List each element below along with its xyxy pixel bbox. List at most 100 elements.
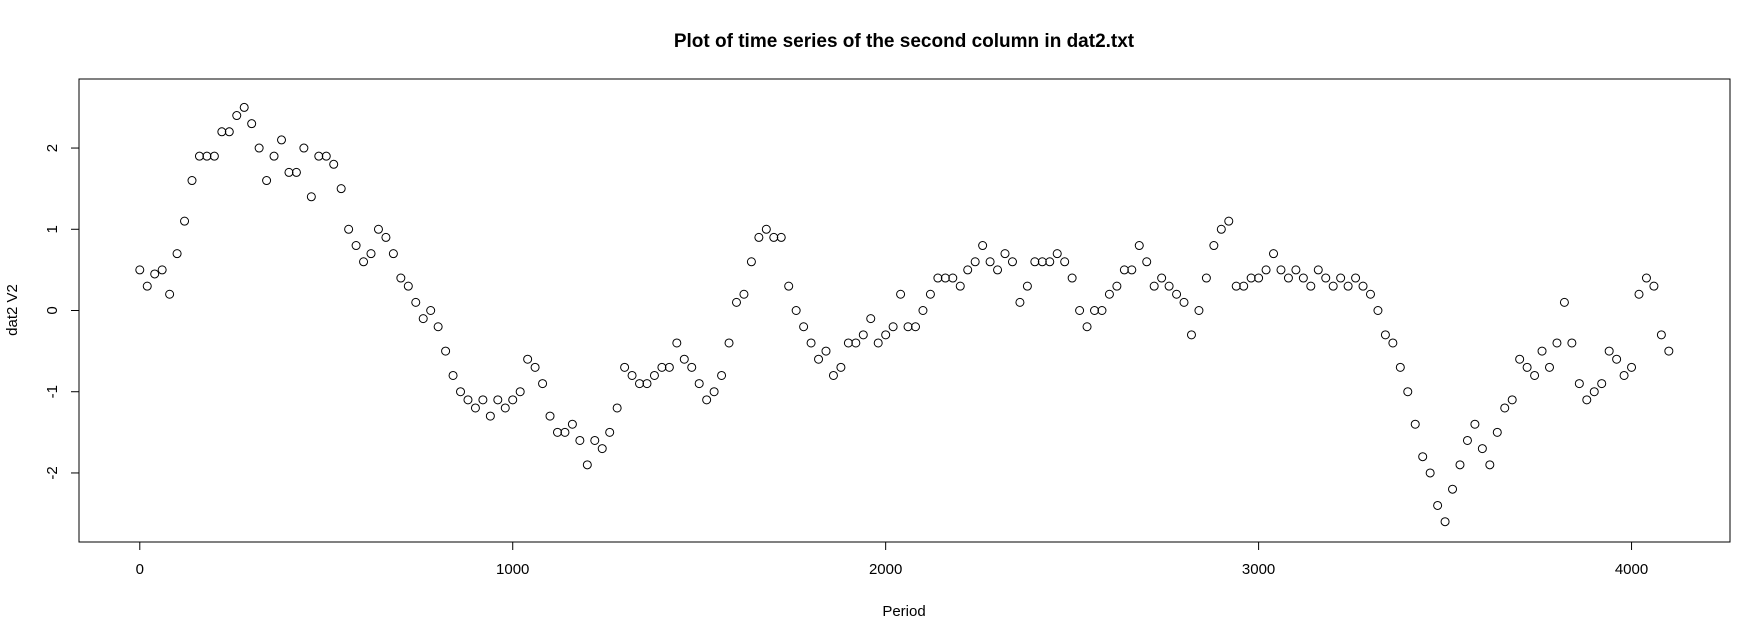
- point: [1313, 265, 1323, 275]
- point: [411, 297, 421, 307]
- point: [470, 403, 480, 413]
- point: [672, 338, 682, 348]
- point: [187, 176, 197, 186]
- point: [1037, 257, 1047, 267]
- point: [1567, 338, 1577, 348]
- point: [418, 314, 428, 324]
- point: [1373, 306, 1383, 315]
- point: [299, 143, 309, 153]
- point: [1097, 306, 1107, 315]
- point: [366, 249, 376, 259]
- point: [135, 265, 145, 275]
- point: [1656, 330, 1666, 340]
- point: [836, 362, 846, 372]
- point: [955, 281, 965, 291]
- point: [1440, 517, 1450, 527]
- point: [948, 273, 958, 283]
- point: [1239, 281, 1249, 291]
- point: [627, 370, 637, 380]
- point: [1358, 281, 1368, 291]
- point: [1201, 273, 1211, 283]
- point: [925, 289, 935, 299]
- point: [1149, 281, 1159, 291]
- point: [142, 281, 152, 291]
- point: [567, 419, 577, 429]
- point: [1470, 419, 1480, 429]
- point: [612, 403, 622, 413]
- point: [590, 435, 600, 445]
- point: [866, 314, 876, 324]
- point: [814, 354, 824, 364]
- point: [1104, 289, 1114, 299]
- point: [881, 330, 891, 340]
- point: [746, 257, 756, 267]
- point: [1448, 484, 1458, 494]
- point: [896, 289, 906, 299]
- point: [247, 119, 257, 129]
- point: [1179, 297, 1189, 307]
- point: [224, 127, 234, 137]
- point: [1574, 379, 1584, 389]
- point: [1552, 338, 1562, 348]
- point: [776, 232, 786, 242]
- point: [1172, 289, 1182, 299]
- y-tick-label: 2: [44, 144, 61, 152]
- point: [1395, 362, 1405, 372]
- point: [687, 362, 697, 372]
- point: [538, 379, 548, 389]
- point: [396, 273, 406, 283]
- point: [1328, 281, 1338, 291]
- point: [150, 269, 160, 279]
- point: [1507, 395, 1517, 405]
- point: [456, 387, 466, 397]
- point: [1112, 281, 1122, 291]
- point: [306, 192, 316, 202]
- x-axis-label: Period: [882, 603, 925, 620]
- point: [1641, 273, 1651, 283]
- point: [172, 249, 182, 259]
- point: [731, 297, 741, 307]
- point: [1612, 354, 1622, 364]
- point: [1209, 241, 1219, 251]
- point: [552, 427, 562, 437]
- point: [1254, 273, 1264, 283]
- point: [1007, 257, 1017, 267]
- point: [336, 184, 346, 194]
- point: [985, 257, 995, 267]
- point: [1090, 306, 1100, 315]
- point: [754, 232, 764, 242]
- point: [329, 159, 339, 169]
- point: [993, 265, 1003, 275]
- point: [1082, 322, 1092, 332]
- y-tick-label: -1: [44, 385, 61, 398]
- point: [1119, 265, 1129, 275]
- point: [851, 338, 861, 348]
- point: [717, 370, 727, 380]
- x-tick-label: 2000: [869, 561, 902, 578]
- point: [373, 224, 383, 234]
- point: [1537, 346, 1547, 356]
- point: [1433, 500, 1443, 510]
- point: [597, 444, 607, 454]
- point: [426, 306, 436, 315]
- point: [232, 111, 242, 121]
- point: [1321, 273, 1331, 283]
- point: [1127, 265, 1137, 275]
- point: [493, 395, 503, 405]
- point: [1530, 370, 1540, 380]
- point: [1134, 241, 1144, 251]
- point: [1619, 370, 1629, 380]
- point: [806, 338, 816, 348]
- point: [1418, 452, 1428, 462]
- point: [791, 306, 801, 315]
- point: [978, 241, 988, 251]
- point: [1522, 362, 1532, 372]
- point: [1194, 306, 1204, 315]
- point: [1015, 297, 1025, 307]
- point: [940, 273, 950, 283]
- point: [1216, 224, 1226, 234]
- point: [291, 167, 301, 177]
- point: [911, 322, 921, 332]
- point: [351, 241, 361, 251]
- point: [515, 387, 525, 397]
